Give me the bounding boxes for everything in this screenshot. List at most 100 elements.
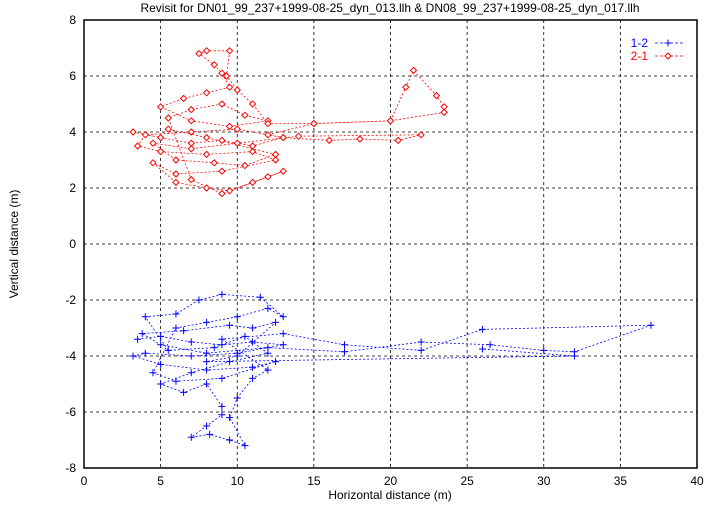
- data-point: [432, 91, 441, 100]
- data-point: [141, 313, 149, 321]
- data-point: [271, 150, 280, 159]
- data-point: [164, 125, 172, 133]
- legend-marker: [664, 39, 672, 47]
- data-point: [180, 327, 188, 335]
- y-tick-label: -2: [65, 293, 76, 307]
- data-point: [279, 133, 287, 142]
- data-point: [249, 374, 257, 382]
- x-tick-label: 35: [614, 474, 628, 488]
- data-point: [248, 100, 257, 108]
- data-point: [264, 304, 272, 312]
- data-point: [264, 119, 272, 128]
- data-point: [279, 330, 287, 338]
- x-tick-label: 25: [460, 474, 474, 488]
- data-point: [226, 436, 234, 444]
- x-tick-label: 10: [231, 474, 245, 488]
- data-point: [248, 178, 257, 187]
- data-point: [187, 117, 195, 125]
- data-point: [172, 178, 180, 187]
- data-point: [218, 374, 226, 382]
- data-point: [647, 321, 655, 329]
- data-point: [486, 341, 494, 349]
- data-point: [272, 358, 280, 366]
- data-point: [218, 167, 226, 175]
- y-tick-label: -8: [65, 461, 76, 475]
- data-point: [149, 159, 157, 167]
- data-point: [210, 159, 218, 167]
- x-axis-label: Horizontal distance (m): [328, 488, 451, 502]
- legend-label: 2-1: [631, 49, 649, 63]
- legend: 1-22-1: [631, 36, 683, 63]
- y-tick-label: 0: [69, 237, 76, 251]
- data-point: [187, 433, 195, 441]
- data-point: [172, 170, 180, 178]
- data-point: [218, 189, 226, 198]
- data-point: [187, 175, 195, 184]
- data-point: [218, 290, 226, 298]
- data-point: [172, 324, 180, 332]
- data-point: [156, 133, 165, 142]
- data-point: [233, 352, 241, 360]
- data-point: [187, 145, 195, 153]
- x-tick-label: 15: [307, 474, 321, 488]
- chart-title: Revisit for DN01_99_237+1999-08-25_dyn_0…: [140, 1, 639, 15]
- data-point: [540, 346, 548, 354]
- data-point: [233, 125, 241, 133]
- data-point: [187, 105, 195, 114]
- data-point: [157, 380, 165, 388]
- y-tick-label: 4: [69, 125, 76, 139]
- data-point: [202, 47, 211, 55]
- y-tick-label: 2: [69, 181, 76, 195]
- data-point: [157, 360, 165, 368]
- data-point: [264, 344, 272, 352]
- data-point: [233, 139, 241, 147]
- data-point: [149, 139, 157, 147]
- data-point: [203, 380, 211, 388]
- data-point: [133, 142, 142, 150]
- data-point: [218, 411, 226, 419]
- x-tick-label: 30: [537, 474, 551, 488]
- tick-labels: 0 5 10 15 20 25 30 35 40 -8 -6 -4 -2 0 2 4 6 8: [65, 13, 704, 488]
- series-2-1: [129, 47, 448, 198]
- data-point: [187, 128, 195, 136]
- series-layer: [129, 47, 655, 450]
- data-point: [341, 348, 349, 356]
- data-point: [249, 363, 257, 371]
- x-tick-label: 20: [384, 474, 398, 488]
- data-point: [478, 325, 486, 333]
- y-tick-label: -4: [65, 349, 76, 363]
- data-point: [325, 136, 333, 145]
- data-point: [156, 103, 165, 111]
- data-point: [202, 89, 211, 97]
- data-point: [172, 310, 180, 318]
- y-tick-label: -6: [65, 405, 76, 419]
- plot-frame: [83, 19, 698, 469]
- data-point: [203, 422, 211, 430]
- data-point: [156, 147, 165, 156]
- data-point: [203, 318, 211, 326]
- data-point: [356, 135, 364, 143]
- data-point: [233, 394, 241, 402]
- data-point: [210, 61, 218, 69]
- data-point: [202, 150, 211, 159]
- data-point: [218, 69, 226, 77]
- data-point: [203, 349, 211, 357]
- data-point: [417, 131, 425, 139]
- data-point: [141, 131, 150, 139]
- data-point: [409, 66, 418, 75]
- data-point: [157, 341, 165, 349]
- data-point: [187, 369, 195, 377]
- series-line: [132, 50, 445, 195]
- data-point: [440, 103, 448, 111]
- data-point: [164, 346, 172, 354]
- series-line: [131, 293, 652, 447]
- data-point: [402, 83, 410, 91]
- data-point: [279, 313, 287, 321]
- data-point: [149, 369, 157, 377]
- data-point: [248, 147, 257, 156]
- data-point: [570, 352, 578, 360]
- data-point: [226, 414, 234, 422]
- data-point: [241, 332, 249, 340]
- series-1-2: [129, 290, 655, 450]
